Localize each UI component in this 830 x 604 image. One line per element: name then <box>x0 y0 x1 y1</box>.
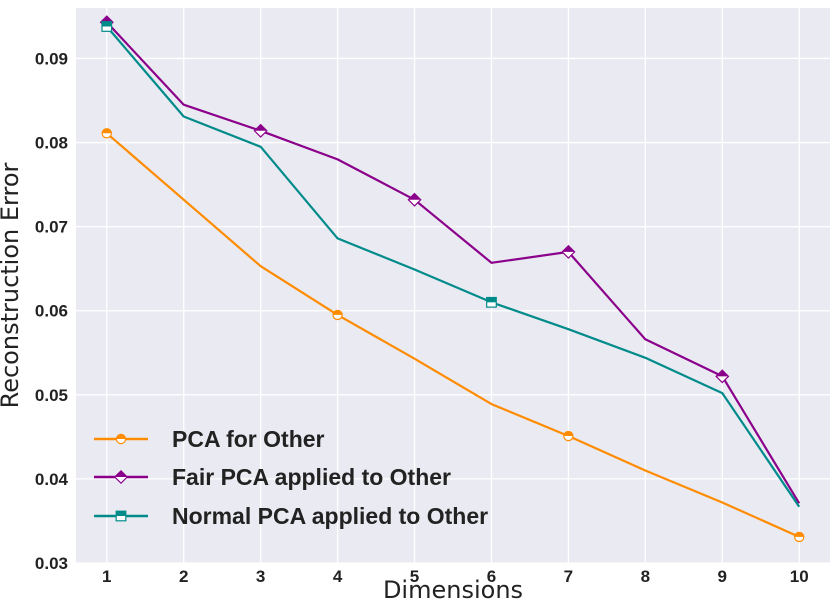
legend-label: Fair PCA applied to Other <box>172 464 451 490</box>
x-tick-label: 4 <box>333 567 343 586</box>
legend-item: Normal PCA applied to Other <box>94 503 488 529</box>
y-tick-label: 0.04 <box>35 470 69 489</box>
data-point-circle <box>794 531 805 543</box>
grid <box>76 8 830 564</box>
x-tick-label: 9 <box>718 567 727 586</box>
series-layer <box>99 15 805 543</box>
data-point-square <box>486 296 497 308</box>
legend-marker <box>113 469 129 485</box>
y-tick-label: 0.05 <box>35 386 68 405</box>
y-tick-label: 0.03 <box>35 554 68 573</box>
data-point-diamond <box>715 369 730 384</box>
legend: PCA for Other Fair PCA applied to Other No… <box>94 426 488 529</box>
x-tick-label: 7 <box>564 567 573 586</box>
x-tick-label: 6 <box>487 567 496 586</box>
data-point-diamond <box>253 123 268 138</box>
series-line-2 <box>105 21 801 504</box>
data-point-circle <box>563 430 574 442</box>
x-tick-label: 10 <box>790 567 809 586</box>
data-point-diamond <box>407 192 422 207</box>
legend-item: Fair PCA applied to Other <box>94 464 451 490</box>
y-tick-label: 0.08 <box>35 134 68 153</box>
data-point-diamond <box>561 244 576 259</box>
data-point-square <box>101 21 113 32</box>
x-tick-label: 5 <box>410 567 419 586</box>
x-axis-label: Dimensions <box>383 576 523 604</box>
legend-marker <box>115 433 127 445</box>
tick-labels: 1 2 3 4 5 6 7 8 9 10 0.03 0.04 0.05 0.06 0.07 0.08 0.09 <box>35 49 809 586</box>
data-point-circle <box>101 128 112 139</box>
x-tick-label: 3 <box>256 567 265 586</box>
y-tick-label: 0.06 <box>35 302 68 321</box>
series-line-3 <box>105 25 801 508</box>
legend-item: PCA for Other <box>94 426 325 452</box>
legend-label: PCA for Other <box>172 426 325 452</box>
x-tick-label: 8 <box>641 567 650 586</box>
x-tick-label: 2 <box>179 567 188 586</box>
y-tick-label: 0.09 <box>35 49 68 68</box>
y-axis-label: Reconstruction Error <box>0 163 24 409</box>
y-tick-label: 0.07 <box>35 218 68 237</box>
series-line-1 <box>106 132 800 538</box>
legend-marker <box>115 510 127 522</box>
legend-label: Normal PCA applied to Other <box>172 503 488 529</box>
x-tick-label: 1 <box>102 567 111 586</box>
data-point-circle <box>332 309 343 321</box>
